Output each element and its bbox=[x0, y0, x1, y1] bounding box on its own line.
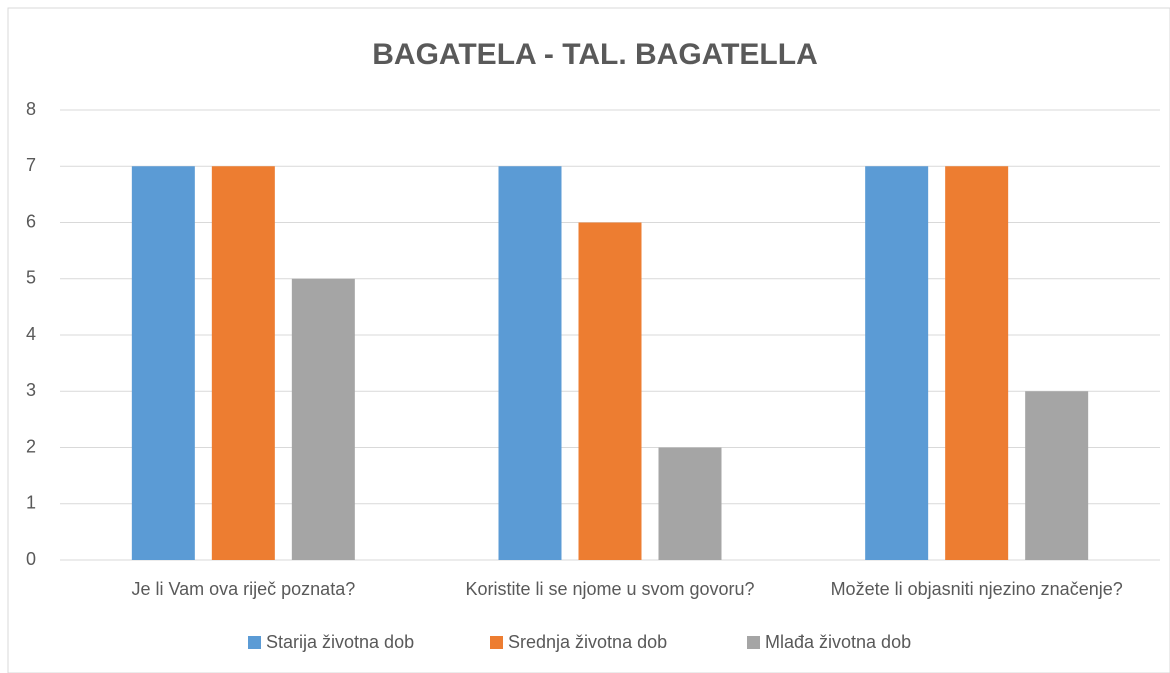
legend-label: Srednja životna dob bbox=[508, 632, 667, 652]
legend-label: Starija životna dob bbox=[266, 632, 414, 652]
chart-title: BAGATELA - TAL. BAGATELLA bbox=[372, 38, 818, 71]
y-tick-label: 6 bbox=[26, 211, 36, 231]
y-tick-label: 1 bbox=[26, 493, 36, 513]
x-tick-label: Je li Vam ova riječ poznata? bbox=[131, 579, 355, 599]
x-tick-label: Koristite li se njome u svom govoru? bbox=[465, 579, 754, 599]
legend-swatch bbox=[248, 636, 261, 649]
bar bbox=[658, 447, 722, 560]
y-tick-label: 0 bbox=[26, 549, 36, 569]
bar bbox=[211, 166, 275, 560]
y-tick-label: 4 bbox=[26, 324, 36, 344]
legend-swatch bbox=[490, 636, 503, 649]
x-tick-label: Možete li objasniti njezino značenje? bbox=[831, 579, 1123, 599]
legend-swatch bbox=[747, 636, 760, 649]
bar bbox=[865, 166, 929, 560]
bar bbox=[291, 278, 355, 560]
bar bbox=[578, 222, 642, 560]
y-tick-label: 2 bbox=[26, 436, 36, 456]
y-tick-label: 5 bbox=[26, 268, 36, 288]
y-tick-label: 8 bbox=[26, 99, 36, 119]
y-tick-label: 3 bbox=[26, 380, 36, 400]
bar bbox=[1025, 391, 1089, 560]
bar bbox=[498, 166, 562, 560]
legend-label: Mlađa životna dob bbox=[765, 632, 911, 652]
bar bbox=[131, 166, 195, 560]
y-tick-label: 7 bbox=[26, 155, 36, 175]
bar bbox=[945, 166, 1009, 560]
